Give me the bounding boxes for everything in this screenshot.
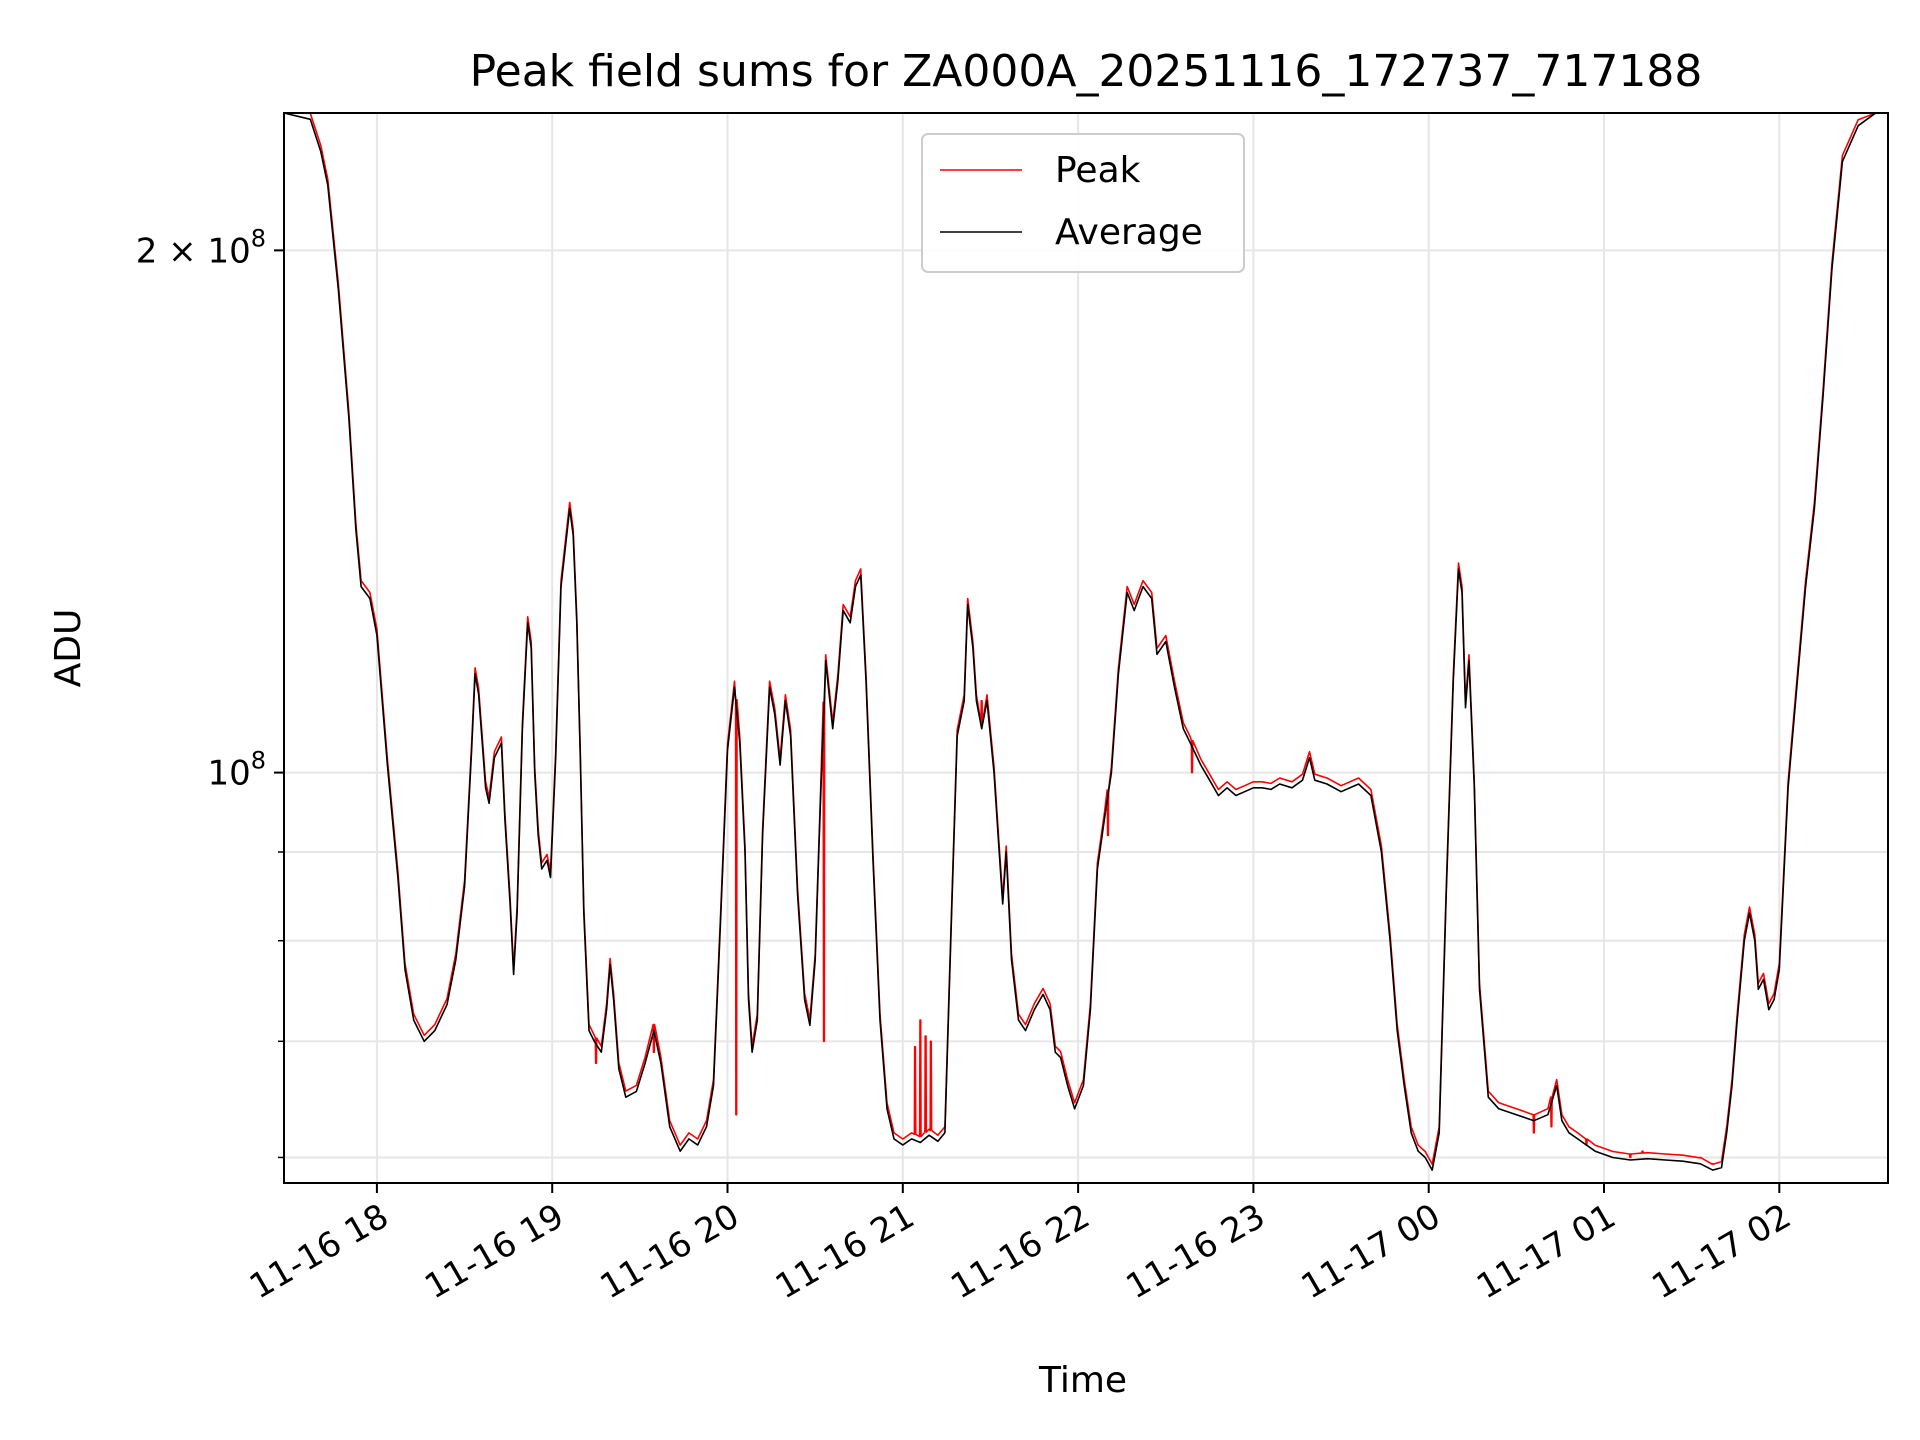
x-tick-label: 11-17 01 [1470, 1196, 1622, 1307]
x-tick-label: 11-16 20 [594, 1196, 746, 1307]
y-tick-label-exponent: 8 [251, 747, 266, 775]
x-tick-label: 11-16 18 [243, 1196, 395, 1307]
legend-box [921, 133, 1245, 273]
x-tick-label: 11-16 19 [418, 1196, 570, 1307]
x-tick-label: 11-17 00 [1295, 1196, 1447, 1307]
tick-layer: 11-16 18 11-16 19 11-16 20 11-16 21 11-16 22… [136, 224, 1798, 1307]
series-line-average [283, 112, 1888, 1171]
legend-label-average: Average [1055, 212, 1203, 253]
x-tick-label: 11-16 22 [944, 1196, 1096, 1307]
y-tick-label-mantissa: 2 × 10 [136, 231, 251, 271]
chart-title: Peak field sums for ZA000A_20251116_1727… [470, 46, 1703, 97]
legend-label-peak: Peak [1055, 150, 1141, 191]
x-tick-label: 11-16 21 [769, 1196, 921, 1307]
y-tick-label-mantissa: 10 [207, 754, 250, 794]
y-tick-label: 108 [207, 747, 266, 794]
y-tick-label: 2 × 108 [136, 224, 266, 271]
series-layer [283, 112, 1888, 1171]
y-axis-label: ADU [48, 609, 89, 688]
plot-frame [283, 112, 1889, 1184]
x-tick-label: 11-17 02 [1645, 1196, 1797, 1307]
y-tick-label-exponent: 8 [251, 224, 266, 252]
grid-layer [284, 113, 1888, 1183]
x-tick-label: 11-16 23 [1120, 1196, 1272, 1307]
x-axis-label: Time [1038, 1360, 1127, 1401]
legend: Peak Average [921, 133, 1245, 273]
